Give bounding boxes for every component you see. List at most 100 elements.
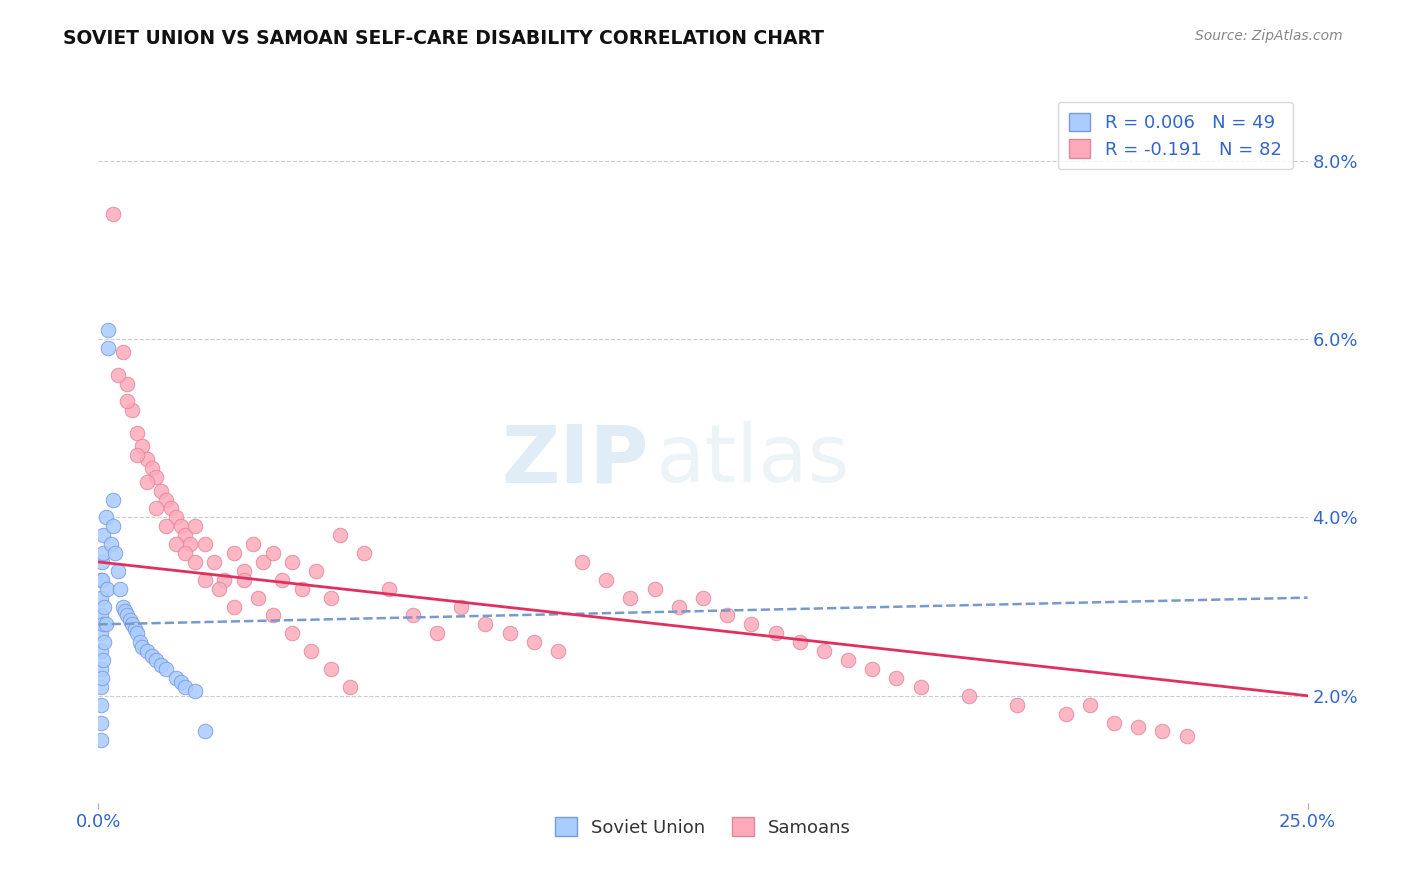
Point bbox=[194, 573, 217, 587]
Point bbox=[155, 492, 177, 507]
Point bbox=[169, 675, 191, 690]
Point bbox=[813, 644, 835, 658]
Point bbox=[90, 680, 112, 694]
Point bbox=[90, 662, 112, 676]
Point bbox=[121, 617, 143, 632]
Point bbox=[91, 528, 114, 542]
Point bbox=[131, 439, 153, 453]
Point bbox=[329, 528, 352, 542]
Point bbox=[571, 555, 593, 569]
Point bbox=[957, 689, 980, 703]
Point bbox=[305, 564, 328, 578]
Point bbox=[377, 582, 399, 596]
Point bbox=[93, 635, 115, 649]
Text: atlas: atlas bbox=[655, 421, 849, 500]
Point bbox=[169, 519, 191, 533]
Point bbox=[117, 608, 139, 623]
Point bbox=[104, 546, 127, 560]
Point bbox=[165, 671, 187, 685]
Point bbox=[426, 626, 449, 640]
Point bbox=[150, 657, 173, 672]
Point bbox=[111, 599, 134, 614]
Point bbox=[174, 546, 197, 560]
Point bbox=[319, 662, 342, 676]
Point bbox=[262, 608, 284, 623]
Point bbox=[474, 617, 496, 632]
Point bbox=[145, 501, 167, 516]
Point bbox=[90, 626, 112, 640]
Point bbox=[498, 626, 520, 640]
Point bbox=[1175, 729, 1198, 743]
Point bbox=[127, 425, 149, 440]
Point bbox=[523, 635, 546, 649]
Point bbox=[212, 573, 235, 587]
Point bbox=[402, 608, 425, 623]
Point bbox=[90, 608, 112, 623]
Point bbox=[141, 461, 163, 475]
Text: ZIP: ZIP bbox=[502, 421, 648, 500]
Point bbox=[121, 403, 143, 417]
Point bbox=[692, 591, 714, 605]
Point bbox=[91, 653, 114, 667]
Point bbox=[96, 582, 118, 596]
Point bbox=[155, 519, 177, 533]
Point bbox=[1102, 715, 1125, 730]
Point bbox=[117, 376, 139, 391]
Point bbox=[644, 582, 666, 596]
Point bbox=[319, 591, 342, 605]
Point bbox=[450, 599, 472, 614]
Point bbox=[160, 501, 183, 516]
Point bbox=[111, 345, 134, 359]
Point bbox=[247, 591, 270, 605]
Point bbox=[837, 653, 859, 667]
Point bbox=[281, 626, 304, 640]
Point bbox=[1128, 720, 1150, 734]
Point bbox=[90, 573, 112, 587]
Point bbox=[194, 724, 217, 739]
Point bbox=[353, 546, 375, 560]
Point bbox=[124, 622, 146, 636]
Point bbox=[165, 537, 187, 551]
Legend: Soviet Union, Samoans: Soviet Union, Samoans bbox=[547, 810, 859, 844]
Point bbox=[716, 608, 738, 623]
Point bbox=[91, 573, 114, 587]
Point bbox=[90, 733, 112, 747]
Point bbox=[150, 483, 173, 498]
Point bbox=[128, 635, 150, 649]
Point bbox=[90, 644, 112, 658]
Point bbox=[184, 519, 207, 533]
Point bbox=[547, 644, 569, 658]
Point bbox=[299, 644, 322, 658]
Point bbox=[184, 684, 207, 698]
Point bbox=[118, 613, 141, 627]
Point bbox=[765, 626, 787, 640]
Point bbox=[208, 582, 231, 596]
Point bbox=[90, 698, 112, 712]
Point bbox=[127, 448, 149, 462]
Point bbox=[1152, 724, 1174, 739]
Point bbox=[232, 564, 254, 578]
Point bbox=[252, 555, 274, 569]
Point bbox=[97, 341, 120, 355]
Point bbox=[101, 492, 124, 507]
Point bbox=[242, 537, 264, 551]
Point bbox=[91, 671, 114, 685]
Point bbox=[135, 644, 157, 658]
Point bbox=[232, 573, 254, 587]
Point bbox=[1007, 698, 1029, 712]
Point bbox=[886, 671, 908, 685]
Point bbox=[107, 564, 129, 578]
Point bbox=[94, 510, 117, 524]
Point bbox=[290, 582, 312, 596]
Point bbox=[145, 470, 167, 484]
Point bbox=[281, 555, 304, 569]
Point bbox=[108, 582, 131, 596]
Point bbox=[222, 546, 245, 560]
Point bbox=[1078, 698, 1101, 712]
Point bbox=[165, 510, 187, 524]
Point bbox=[619, 591, 641, 605]
Point bbox=[101, 519, 124, 533]
Point bbox=[789, 635, 811, 649]
Point bbox=[339, 680, 361, 694]
Point bbox=[135, 452, 157, 467]
